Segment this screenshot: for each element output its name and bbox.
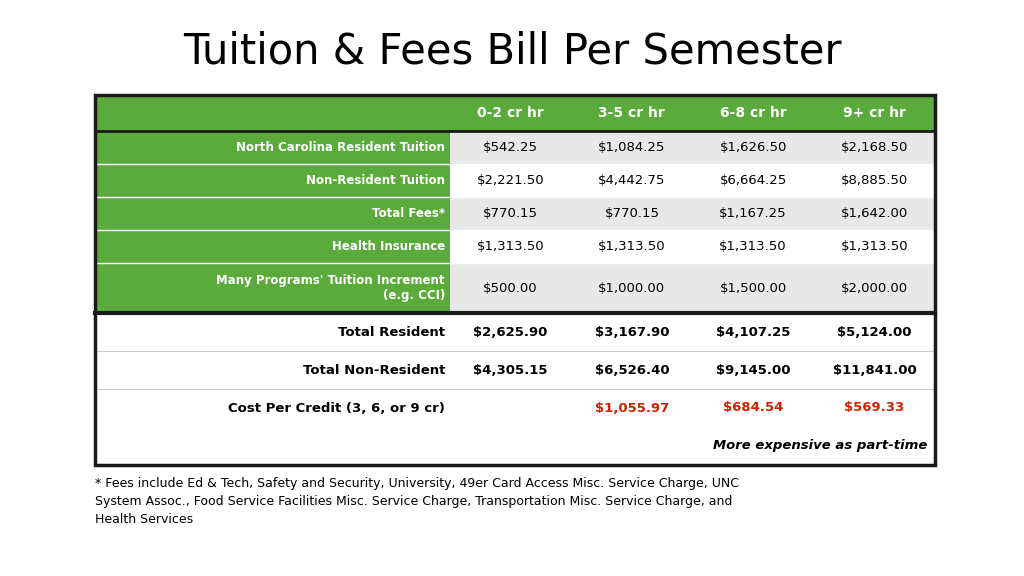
- Bar: [95, 95, 935, 465]
- Bar: [95, 230, 450, 263]
- Text: $3,167.90: $3,167.90: [595, 325, 669, 339]
- Bar: [571, 263, 692, 313]
- Text: 3-5 cr hr: 3-5 cr hr: [598, 106, 666, 120]
- Text: $5,124.00: $5,124.00: [838, 325, 911, 339]
- Bar: [450, 131, 571, 164]
- Text: $4,305.15: $4,305.15: [473, 363, 548, 377]
- Bar: [814, 263, 935, 313]
- Text: $1,055.97: $1,055.97: [595, 401, 669, 415]
- Text: $500.00: $500.00: [483, 282, 538, 294]
- Text: $2,221.50: $2,221.50: [477, 174, 545, 187]
- Text: Tuition & Fees Bill Per Semester: Tuition & Fees Bill Per Semester: [182, 31, 842, 73]
- Bar: [95, 389, 935, 427]
- Text: $2,625.90: $2,625.90: [473, 325, 548, 339]
- Text: $1,000.00: $1,000.00: [598, 282, 666, 294]
- Bar: [450, 164, 571, 197]
- Text: 6-8 cr hr: 6-8 cr hr: [720, 106, 786, 120]
- Text: $1,642.00: $1,642.00: [841, 207, 908, 220]
- Bar: [95, 351, 935, 389]
- Text: $11,841.00: $11,841.00: [833, 363, 916, 377]
- Text: $1,084.25: $1,084.25: [598, 141, 666, 154]
- Bar: [814, 131, 935, 164]
- Bar: [814, 164, 935, 197]
- Text: $1,313.50: $1,313.50: [598, 240, 666, 253]
- Bar: [571, 131, 692, 164]
- Text: Total Non-Resident: Total Non-Resident: [303, 363, 445, 377]
- Text: $6,664.25: $6,664.25: [720, 174, 786, 187]
- Text: $1,313.50: $1,313.50: [477, 240, 545, 253]
- Bar: [692, 230, 814, 263]
- Text: $542.25: $542.25: [483, 141, 539, 154]
- Bar: [692, 197, 814, 230]
- Text: Many Programs' Tuition Increment
(e.g. CCI): Many Programs' Tuition Increment (e.g. C…: [216, 274, 445, 302]
- Bar: [95, 131, 450, 164]
- Bar: [95, 313, 935, 351]
- Bar: [571, 164, 692, 197]
- Text: $8,885.50: $8,885.50: [841, 174, 908, 187]
- Text: $6,526.40: $6,526.40: [595, 363, 670, 377]
- Text: System Assoc., Food Service Facilities Misc. Service Charge, Transportation Misc: System Assoc., Food Service Facilities M…: [95, 495, 732, 508]
- Bar: [95, 164, 450, 197]
- Bar: [95, 197, 450, 230]
- Text: Cost Per Credit (3, 6, or 9 cr): Cost Per Credit (3, 6, or 9 cr): [228, 401, 445, 415]
- Text: Total Resident: Total Resident: [338, 325, 445, 339]
- Text: $770.15: $770.15: [604, 207, 659, 220]
- Text: More expensive as part-time: More expensive as part-time: [713, 439, 927, 453]
- Text: * Fees include Ed & Tech, Safety and Security, University, 49er Card Access Misc: * Fees include Ed & Tech, Safety and Sec…: [95, 477, 739, 490]
- Bar: [571, 230, 692, 263]
- Text: $1,626.50: $1,626.50: [720, 141, 786, 154]
- Text: $569.33: $569.33: [844, 401, 904, 415]
- Bar: [692, 164, 814, 197]
- Text: $4,442.75: $4,442.75: [598, 174, 666, 187]
- Text: $1,313.50: $1,313.50: [841, 240, 908, 253]
- Bar: [450, 230, 571, 263]
- Text: $684.54: $684.54: [723, 401, 783, 415]
- Text: 0-2 cr hr: 0-2 cr hr: [477, 106, 544, 120]
- Text: $9,145.00: $9,145.00: [716, 363, 791, 377]
- Bar: [450, 197, 571, 230]
- Text: $4,107.25: $4,107.25: [716, 325, 791, 339]
- Text: $2,168.50: $2,168.50: [841, 141, 908, 154]
- Text: Total Fees*: Total Fees*: [372, 207, 445, 220]
- Bar: [95, 427, 935, 465]
- Text: North Carolina Resident Tuition: North Carolina Resident Tuition: [237, 141, 445, 154]
- Bar: [450, 263, 571, 313]
- Text: $1,500.00: $1,500.00: [720, 282, 786, 294]
- Text: $1,313.50: $1,313.50: [719, 240, 786, 253]
- Bar: [692, 131, 814, 164]
- Text: $770.15: $770.15: [483, 207, 539, 220]
- Text: 9+ cr hr: 9+ cr hr: [843, 106, 906, 120]
- Bar: [95, 263, 450, 313]
- Bar: [692, 263, 814, 313]
- Bar: [814, 230, 935, 263]
- Text: $1,167.25: $1,167.25: [719, 207, 786, 220]
- Text: Non-Resident Tuition: Non-Resident Tuition: [306, 174, 445, 187]
- Text: Health Services: Health Services: [95, 513, 194, 526]
- Bar: [814, 197, 935, 230]
- Bar: [95, 95, 935, 131]
- Text: $2,000.00: $2,000.00: [841, 282, 908, 294]
- Bar: [571, 197, 692, 230]
- Text: Health Insurance: Health Insurance: [332, 240, 445, 253]
